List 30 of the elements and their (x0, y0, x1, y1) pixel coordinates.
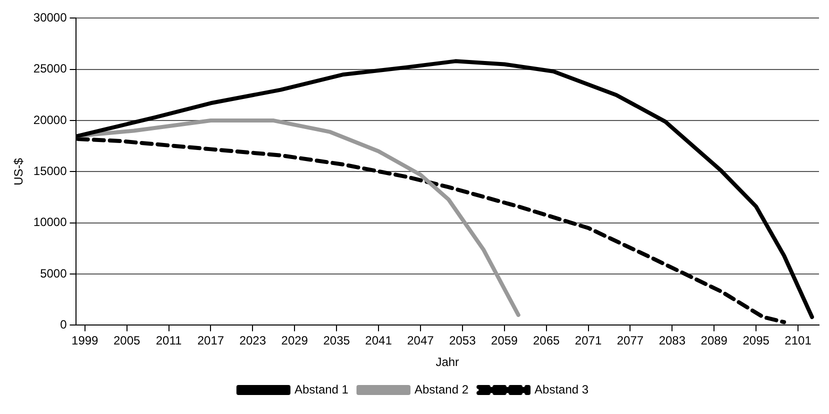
x-tick-label: 2059 (491, 334, 518, 348)
x-axis-title: Jahr (436, 355, 460, 370)
y-tick-label: 10000 (33, 215, 68, 230)
x-tick-label: 2023 (239, 334, 266, 348)
y-tick-label: 5000 (40, 266, 68, 280)
legend-label: Abstand 3 (534, 382, 589, 396)
x-tick-label: 2077 (616, 334, 644, 348)
x-tick-label: 2089 (700, 334, 728, 348)
x-tick-label: 1999 (72, 334, 99, 348)
legend-label: Abstand 1 (294, 382, 349, 396)
y-tick-label: 0 (60, 318, 68, 332)
y-tick-label: 20000 (33, 112, 68, 127)
x-tick-label: 2083 (658, 334, 686, 348)
legend-label: Abstand 2 (414, 382, 469, 396)
x-tick-label: 2011 (156, 334, 182, 348)
x-tick-label: 2071 (574, 334, 602, 348)
x-tick-label: 2101 (784, 334, 812, 348)
x-tick-label: 2095 (742, 334, 770, 348)
x-tick-label: 2035 (323, 334, 350, 348)
x-tick-label: 2041 (365, 334, 392, 348)
x-tick-label: 2065 (532, 334, 560, 348)
x-tick-label: 2029 (281, 334, 308, 348)
y-tick-label: 30000 (33, 10, 68, 25)
x-tick-label: 2005 (113, 334, 140, 348)
x-tick-label: 2047 (407, 334, 434, 348)
x-tick-label: 2017 (197, 334, 224, 348)
y-tick-label: 25000 (33, 62, 68, 76)
y-axis-title: US-$ (12, 158, 26, 186)
y-tick-label: 15000 (33, 164, 68, 178)
x-tick-label: 2053 (449, 334, 476, 348)
